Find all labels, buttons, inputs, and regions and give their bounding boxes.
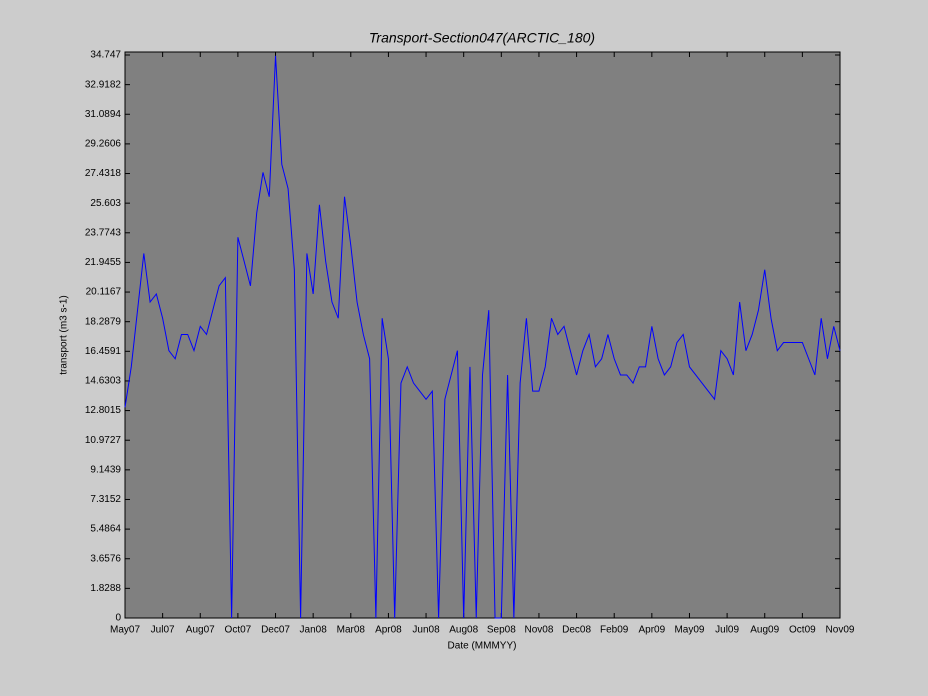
y-tick-label: 5.4864 xyxy=(90,524,121,535)
x-tick-label: Apr09 xyxy=(638,625,665,636)
y-tick-label: 7.3152 xyxy=(90,494,121,505)
y-tick-label: 34.747 xyxy=(90,50,121,61)
plot-area xyxy=(124,51,841,619)
x-tick-label: Aug08 xyxy=(449,625,478,636)
x-tick-label: Apr08 xyxy=(375,625,402,636)
y-tick-label: 27.4318 xyxy=(85,168,122,179)
y-axis-label: transport (m3 s-1) xyxy=(59,295,70,374)
y-tick-label: 29.2606 xyxy=(85,139,122,150)
chart-title: Transport-Section047(ARCTIC_180) xyxy=(369,30,595,46)
y-tick-label: 23.7743 xyxy=(85,227,122,238)
x-tick-label: Oct09 xyxy=(789,625,816,636)
y-tick-label: 20.1167 xyxy=(86,287,122,298)
x-tick-label: Jul07 xyxy=(151,625,175,636)
y-tick-label: 32.9182 xyxy=(85,79,122,90)
x-tick-label: Oct07 xyxy=(225,625,252,636)
x-tick-label: Nov09 xyxy=(826,625,855,636)
y-tick-label: 25.603 xyxy=(90,198,121,209)
data-line xyxy=(124,55,841,619)
x-tick-label: Nov08 xyxy=(524,625,553,636)
y-tick-label: 18.2879 xyxy=(85,316,122,327)
y-tick-label: 1.8288 xyxy=(90,583,121,594)
y-tick-label: 9.1439 xyxy=(90,464,121,475)
x-axis-label: Date (MMMYY) xyxy=(448,641,517,652)
x-tick-label: Aug09 xyxy=(750,625,779,636)
x-tick-label: Sep08 xyxy=(487,625,516,636)
y-tick-label: 14.6303 xyxy=(85,376,122,387)
x-tick-label: Feb09 xyxy=(600,625,629,636)
x-tick-label: Jan08 xyxy=(300,625,328,636)
x-tick-label: Dec07 xyxy=(261,625,290,636)
x-tick-label: Mar08 xyxy=(337,625,366,636)
y-tick-label: 21.9455 xyxy=(85,257,122,268)
y-tick-label: 0 xyxy=(115,613,121,624)
y-tick-label: 16.4591 xyxy=(85,346,122,357)
x-tick-label: Dec08 xyxy=(562,625,591,636)
x-tick-label: May09 xyxy=(674,625,704,636)
x-tick-label: Jun08 xyxy=(412,625,440,636)
x-tick-label: May07 xyxy=(110,625,140,636)
y-tick-label: 10.9727 xyxy=(85,435,122,446)
x-tick-label: Aug07 xyxy=(186,625,215,636)
y-tick-label: 3.6576 xyxy=(90,553,121,564)
y-tick-label: 12.8015 xyxy=(85,405,122,416)
x-tick-label: Jul09 xyxy=(715,625,739,636)
y-tick-label: 31.0894 xyxy=(85,109,122,120)
